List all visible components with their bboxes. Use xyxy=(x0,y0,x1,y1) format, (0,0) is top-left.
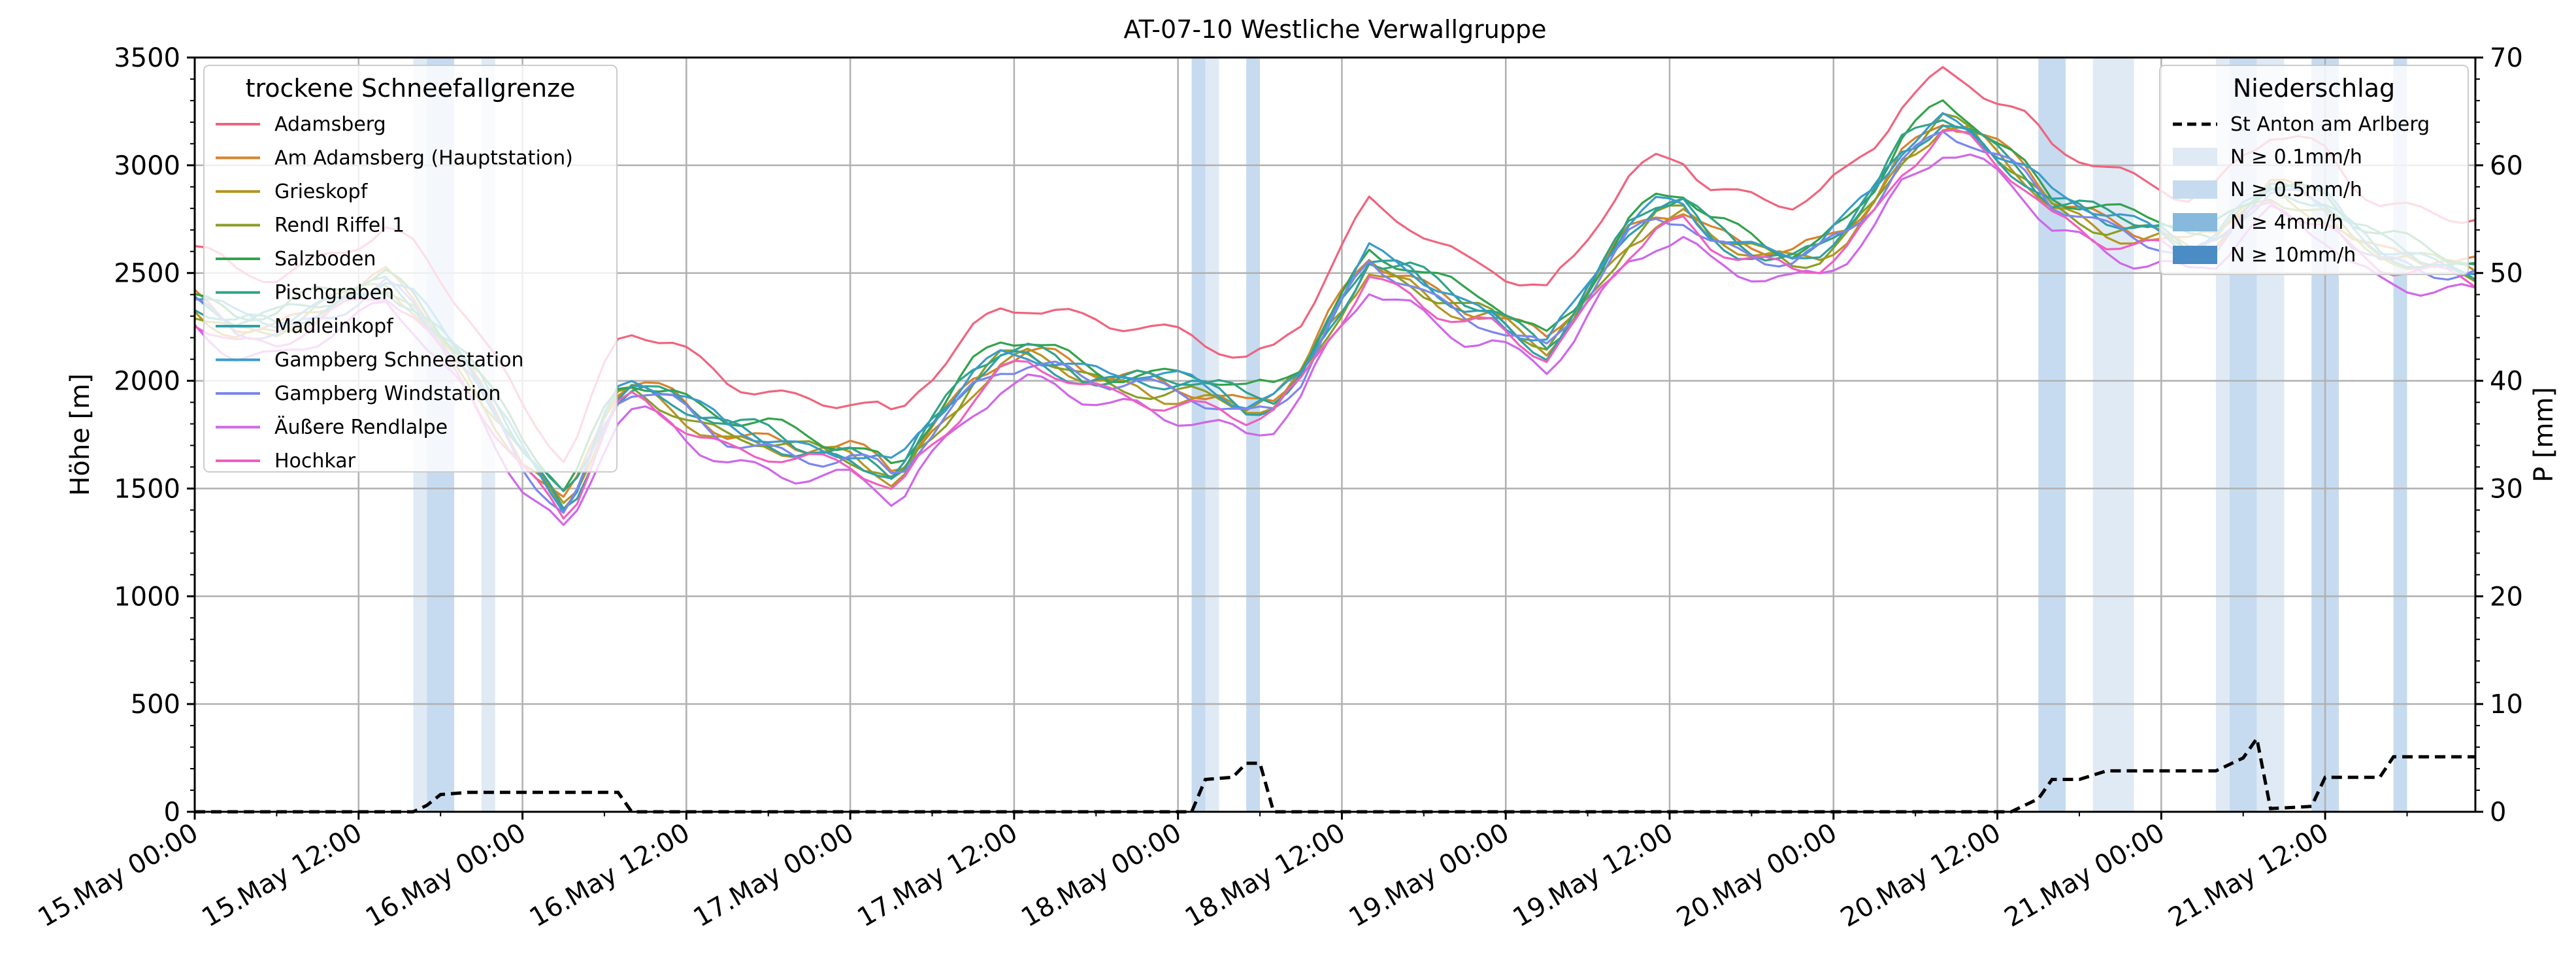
x-tick-label-0: 15.May 00:00 xyxy=(33,818,203,933)
y-right-tick-label-1: 10 xyxy=(2490,690,2523,720)
series-line-7 xyxy=(194,112,2476,514)
y-left-tick-label-5: 2500 xyxy=(114,259,180,289)
y-right-tick-label-7: 70 xyxy=(2490,43,2523,73)
x-tick-label-11: 20.May 12:00 xyxy=(1836,818,2006,933)
y-left-tick-label-0: 0 xyxy=(164,797,180,827)
legend-precipitation: Niederschlag St Anton am Arlberg N ≥ 0.1… xyxy=(2159,65,2469,275)
precip-band-6 xyxy=(2038,58,2066,812)
legend-snowfall-box xyxy=(203,65,618,473)
legend-snowfall-label-3: Rendl Riffel 1 xyxy=(274,214,405,237)
precip-band-7 xyxy=(2092,58,2121,812)
x-tick-label-10: 20.May 00:00 xyxy=(1672,818,1842,933)
x-tick-label-2: 16.May 00:00 xyxy=(361,818,531,933)
legend-snowfall-label-10: Hochkar xyxy=(274,450,356,473)
series-line-8 xyxy=(194,130,2476,514)
precip-band-4 xyxy=(1205,58,1219,812)
legend-band-label-0: N ≥ 0.1mm/h xyxy=(2230,146,2362,169)
legend-band-swatch-1 xyxy=(2173,180,2217,199)
legend-snowfall-title: trockene Schneefallgrenze xyxy=(246,74,576,103)
legend-band-swatch-0 xyxy=(2173,148,2217,166)
x-tick-label-4: 17.May 00:00 xyxy=(689,818,859,933)
legend-precip-box xyxy=(2159,65,2469,275)
legend-snowfall-label-5: Pischgraben xyxy=(274,282,394,305)
legend-snowfall-label-6: Madleinkopf xyxy=(274,315,394,338)
chart-title: AT-07-10 Westliche Verwallgruppe xyxy=(1124,15,1547,44)
legend-snowfall-label-7: Gampberg Schneestation xyxy=(274,349,524,372)
x-tick-label-12: 21.May 00:00 xyxy=(2000,818,2170,933)
x-tick-label-6: 18.May 00:00 xyxy=(1016,818,1187,933)
y-axis-label-right: P [mm] xyxy=(2529,387,2559,482)
x-tick-label-9: 19.May 12:00 xyxy=(1508,818,1678,933)
x-tick-label-1: 15.May 12:00 xyxy=(197,818,367,933)
precip-band-3 xyxy=(1191,58,1206,812)
x-tick-label-7: 18.May 12:00 xyxy=(1180,818,1351,933)
y-right-tick-label-3: 30 xyxy=(2490,474,2523,504)
x-tick-label-8: 19.May 00:00 xyxy=(1344,818,1515,933)
legend-snowfall-label-1: Am Adamsberg (Hauptstation) xyxy=(274,147,573,170)
plot-frame xyxy=(193,56,2477,813)
precip-line-st-anton xyxy=(195,734,2475,814)
y-right-tick-label-6: 60 xyxy=(2490,151,2523,181)
y-left-tick-label-6: 3000 xyxy=(114,151,180,181)
y-axis-label-left: Höhe [m] xyxy=(65,373,95,495)
legend-snowfall-label-2: Grieskopf xyxy=(274,180,369,203)
y-left-tick-label-2: 1000 xyxy=(114,582,180,612)
precipitation-line xyxy=(195,734,2475,814)
series-line-5 xyxy=(193,119,2476,492)
legend-band-swatch-2 xyxy=(2173,213,2217,231)
x-tick-label-13: 21.May 12:00 xyxy=(2164,818,2334,933)
x-tick-label-3: 16.May 12:00 xyxy=(525,818,695,933)
y-right-tick-label-0: 0 xyxy=(2490,797,2506,827)
legend-precip-line-label: St Anton am Arlberg xyxy=(2230,113,2430,136)
legend-precip-title: Niederschlag xyxy=(2233,74,2395,103)
legend-band-label-1: N ≥ 0.5mm/h xyxy=(2230,178,2362,201)
legend-snowfall: trockene Schneefallgrenze Adamsberg Am Ad… xyxy=(203,65,618,473)
legend-band-swatch-3 xyxy=(2173,246,2217,264)
y-left-tick-label-4: 2000 xyxy=(114,367,180,397)
legend-snowfall-label-8: Gampberg Windstation xyxy=(274,382,501,405)
y-left-tick-label-3: 1500 xyxy=(114,474,180,504)
x-tick-label-5: 17.May 12:00 xyxy=(852,818,1023,933)
y-left-tick-label-1: 500 xyxy=(131,690,180,720)
series-line-10 xyxy=(194,129,2476,520)
legend-band-label-2: N ≥ 4mm/h xyxy=(2230,211,2343,234)
y-right-tick-label-5: 50 xyxy=(2490,259,2523,289)
legend-band-label-3: N ≥ 10mm/h xyxy=(2230,244,2356,267)
y-left-tick-label-7: 3500 xyxy=(114,43,180,73)
series-line-6 xyxy=(194,124,2476,510)
y-right-tick-label-4: 40 xyxy=(2490,367,2523,397)
legend-snowfall-label-0: Adamsberg xyxy=(274,113,386,136)
y-right-tick-label-2: 20 xyxy=(2490,582,2523,612)
legend-snowfall-label-4: Salzboden xyxy=(274,248,376,271)
legend-snowfall-label-9: Äußere Rendlalpe xyxy=(274,416,448,439)
